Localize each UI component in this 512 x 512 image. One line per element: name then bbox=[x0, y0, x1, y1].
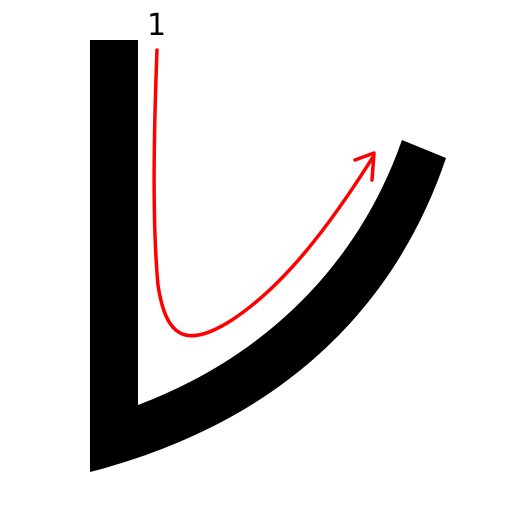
glyph-shape-re bbox=[90, 40, 446, 472]
stroke-guide-path bbox=[152, 48, 375, 338]
stroke-direction-arrow-icon bbox=[353, 151, 376, 182]
stroke-number-1: 1 bbox=[147, 8, 166, 43]
